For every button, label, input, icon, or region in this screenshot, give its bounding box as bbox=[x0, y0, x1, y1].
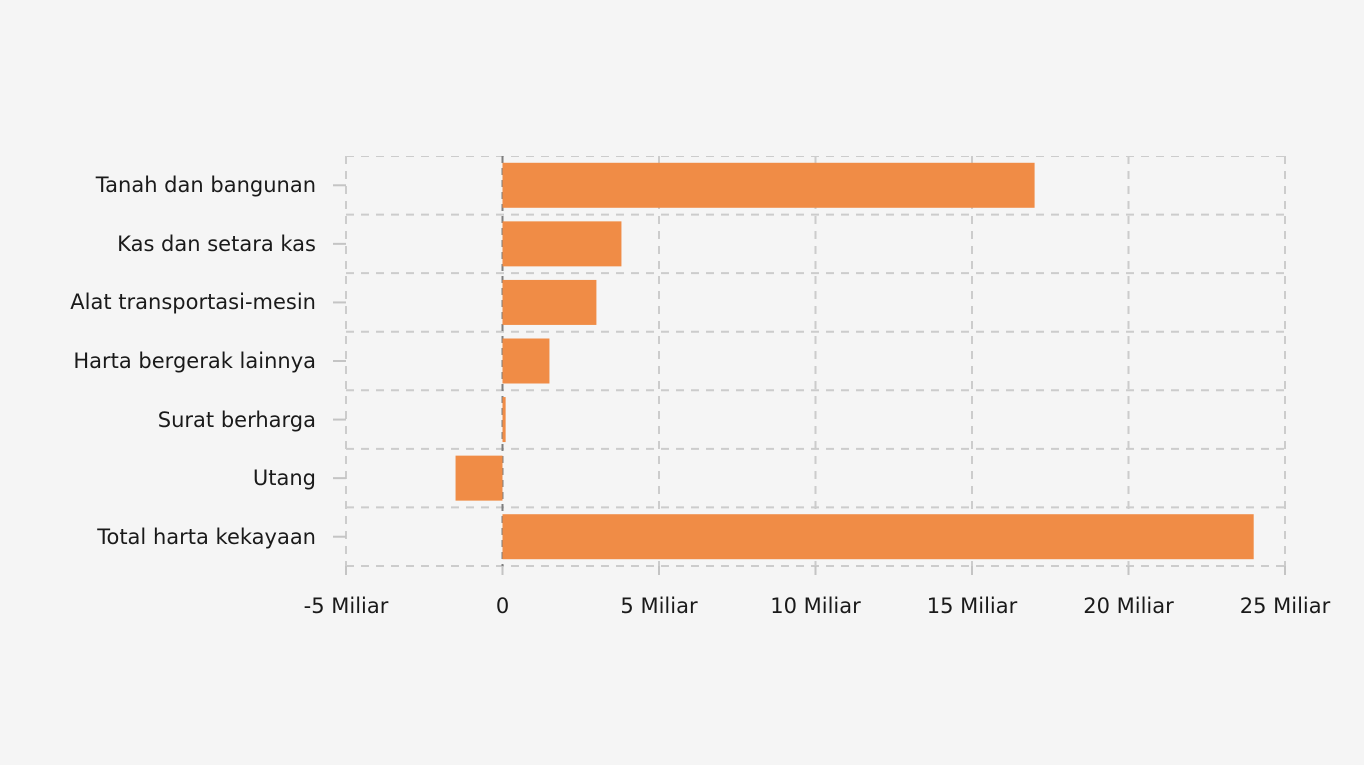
category-label-tanah-dan-bangunan: Tanah dan bangunan bbox=[95, 173, 316, 198]
bar-harta-bergerak-lainnya bbox=[502, 338, 550, 384]
bar-tanah-dan-bangunan bbox=[502, 162, 1035, 208]
bar-utang bbox=[455, 455, 503, 501]
x-tick-label-5-miliar: -5 Miliar bbox=[303, 594, 389, 618]
x-tick-label-20-miliar: 20 Miliar bbox=[1083, 594, 1174, 618]
category-label-kas-dan-setara-kas: Kas dan setara kas bbox=[117, 231, 316, 256]
bar-surat-berharga bbox=[502, 397, 506, 443]
category-label-utang: Utang bbox=[252, 466, 316, 491]
x-tick-label-0: 0 bbox=[495, 594, 510, 618]
bar-kas-dan-setara-kas bbox=[502, 221, 622, 267]
category-label-total-harta-kekayaan: Total harta kekayaan bbox=[97, 524, 316, 549]
bar-alat-transportasi-mesin bbox=[502, 279, 597, 325]
x-tick-label-10-miliar: 10 Miliar bbox=[770, 594, 861, 618]
y-axis-labels: Tanah dan bangunan Kas dan setara kas Alat… bbox=[0, 156, 330, 566]
x-axis-labels: -5 Miliar 0 5 Miliar 10 Miliar 15 Miliar 20 M… bbox=[0, 592, 1364, 620]
bar-total-harta-kekayaan bbox=[502, 514, 1254, 560]
category-label-alat-transportasi-mesin: Alat transportasi-mesin bbox=[70, 290, 316, 315]
plot-area bbox=[333, 156, 1286, 575]
x-tick-label-15-miliar: 15 Miliar bbox=[926, 594, 1018, 618]
x-tick-label-25-miliar: 25 Miliar bbox=[1239, 594, 1331, 618]
category-label-surat-berharga: Surat berharga bbox=[157, 407, 316, 432]
category-label-harta-bergerak-lainnya: Harta bergerak lainnya bbox=[73, 349, 316, 373]
x-tick-label-5-miliar: 5 Miliar bbox=[620, 594, 698, 618]
